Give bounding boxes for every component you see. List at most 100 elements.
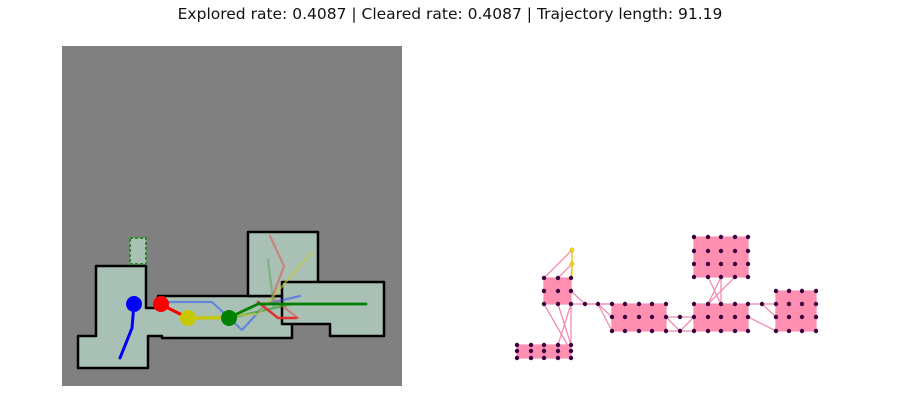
- graph-node: [786, 328, 792, 334]
- graph-node: [705, 301, 711, 307]
- red-trajectory-faded: [268, 234, 300, 320]
- graph-node: [718, 328, 724, 334]
- graph-node: [718, 261, 724, 267]
- graph-node: [732, 234, 738, 240]
- graph-node: [745, 314, 751, 320]
- graph-node: [718, 234, 724, 240]
- graph-node: [568, 275, 574, 281]
- graph-node: [514, 342, 520, 348]
- graph-node: [718, 314, 724, 320]
- graph-node: [622, 301, 628, 307]
- frontier-node: [569, 261, 575, 267]
- graph-connector-edge: [597, 303, 613, 332]
- graph-node: [609, 328, 615, 334]
- graph-node: [799, 288, 805, 294]
- graph-node: [663, 314, 669, 320]
- graph-node: [813, 288, 819, 294]
- graph-cells: [517, 237, 816, 358]
- graph-node: [732, 261, 738, 267]
- graph-node: [649, 301, 655, 307]
- graph-node: [528, 342, 534, 348]
- agent-blue-marker: [126, 296, 142, 312]
- east-room: [280, 280, 386, 338]
- graph-connector-edge: [747, 316, 777, 332]
- graph-node: [555, 348, 561, 354]
- graph-node: [745, 234, 751, 240]
- graph-nodes: [514, 234, 819, 361]
- graph-node: [677, 328, 683, 334]
- graph-node: [732, 314, 738, 320]
- agents: [126, 296, 237, 326]
- graph-connector-edge: [679, 316, 695, 332]
- graph-node: [799, 301, 805, 307]
- graph-connector-edge: [570, 290, 586, 305]
- graph-node: [555, 288, 561, 294]
- graph-node: [636, 301, 642, 307]
- graph-node: [732, 301, 738, 307]
- graph-connector-edge: [543, 249, 573, 279]
- figure-title: Explored rate: 0.4087 | Cleared rate: 0.…: [177, 5, 723, 23]
- graph-node: [609, 314, 615, 320]
- graph-node: [541, 275, 547, 281]
- graph-node: [555, 342, 561, 348]
- graph-node: [595, 301, 601, 307]
- graph-node: [663, 328, 669, 334]
- graph-node: [649, 314, 655, 320]
- graph-node: [691, 314, 697, 320]
- graph-node: [745, 328, 751, 334]
- graph-node: [677, 314, 683, 320]
- graph-node: [705, 328, 711, 334]
- graph-node: [799, 314, 805, 320]
- graph-node: [813, 301, 819, 307]
- graph-node: [745, 248, 751, 254]
- graph-node: [705, 274, 711, 280]
- graph-node: [514, 355, 520, 361]
- graph-node: [718, 301, 724, 307]
- graph-node: [773, 328, 779, 334]
- graph-node: [813, 314, 819, 320]
- graph-connector-edge: [557, 263, 573, 279]
- graph-node: [541, 348, 547, 354]
- graph-node: [691, 261, 697, 267]
- graph-node: [649, 328, 655, 334]
- graph-node: [609, 301, 615, 307]
- graph-node: [745, 274, 751, 280]
- frontier-node: [569, 247, 575, 253]
- graph-node: [541, 301, 547, 307]
- graph-node: [718, 248, 724, 254]
- graph-node: [773, 301, 779, 307]
- graph-node: [691, 234, 697, 240]
- green-trajectory-faded-2: [266, 258, 276, 310]
- graph-connector-edge: [543, 303, 572, 352]
- green-trajectory: [226, 302, 368, 320]
- graph-node: [555, 275, 561, 281]
- graph-node: [568, 301, 574, 307]
- graph-node: [705, 248, 711, 254]
- graph-node: [691, 248, 697, 254]
- occupancy-map: [62, 46, 402, 386]
- graph-node: [705, 234, 711, 240]
- graph-node: [568, 288, 574, 294]
- graph-connector-edge: [665, 316, 681, 332]
- graph-node: [799, 328, 805, 334]
- graph-node: [528, 348, 534, 354]
- graph-connector-edge: [597, 303, 613, 318]
- graph-node: [705, 314, 711, 320]
- graph-node: [528, 355, 534, 361]
- graph-node: [541, 342, 547, 348]
- agent-green-marker: [221, 310, 237, 326]
- graph-node: [745, 301, 751, 307]
- graph-node: [555, 301, 561, 307]
- graph-node: [732, 248, 738, 254]
- graph-connector-edge: [761, 303, 777, 318]
- graph-node: [786, 314, 792, 320]
- graph-node: [663, 301, 669, 307]
- right-room-cell: [776, 291, 816, 331]
- blue-trajectory: [118, 302, 136, 360]
- graph-node: [786, 288, 792, 294]
- graph-connector-edge: [707, 276, 736, 305]
- graph-node: [813, 328, 819, 334]
- agent-yellow-marker: [180, 310, 196, 326]
- top-room-cell: [694, 237, 748, 277]
- graph-node: [691, 301, 697, 307]
